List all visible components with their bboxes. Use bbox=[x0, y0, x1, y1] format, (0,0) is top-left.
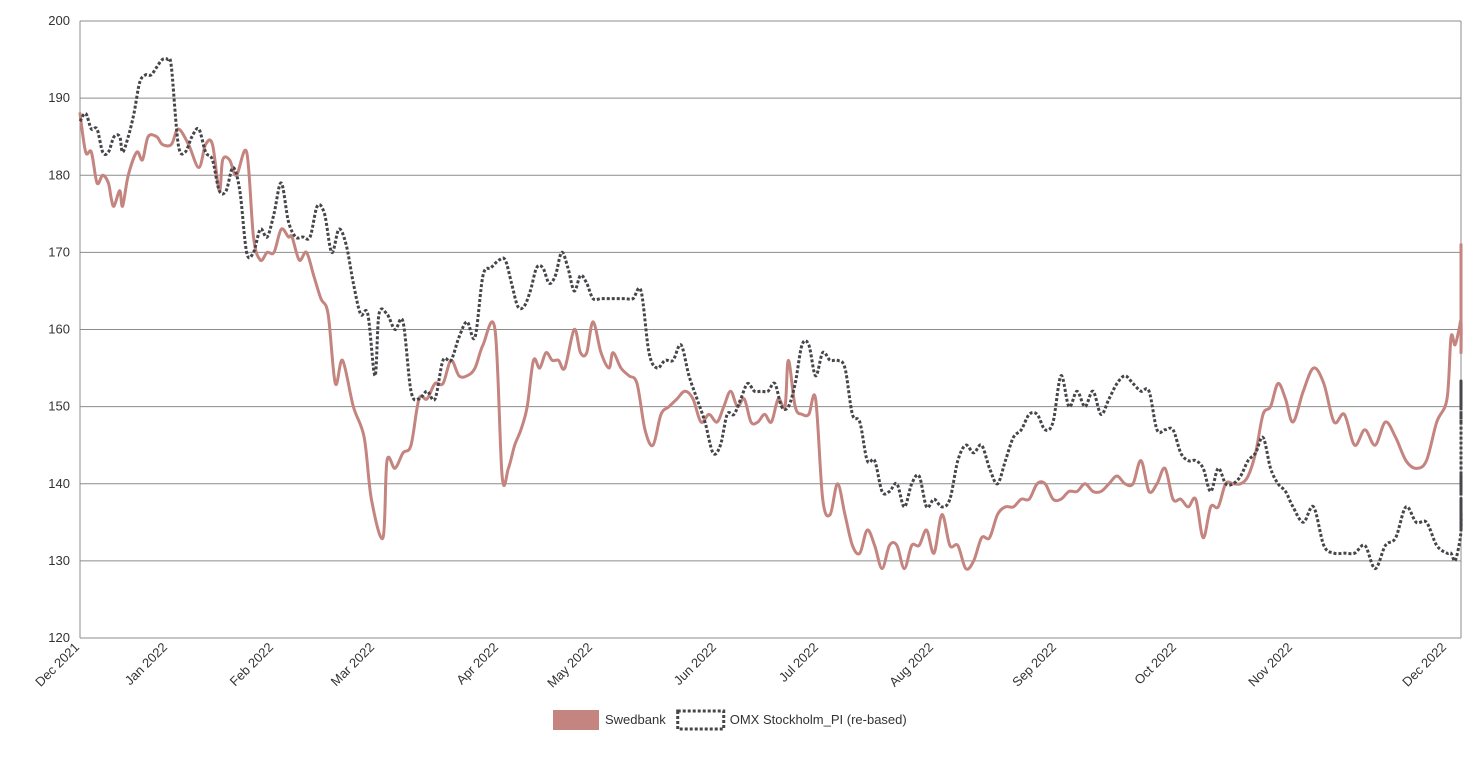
x-tick-label-9: Sep 2022 bbox=[1009, 640, 1059, 690]
gridlines bbox=[80, 20, 1461, 639]
x-axis: Dec 2021 Jan 2022 Feb 2022 Mar 2022 Apr 2022… bbox=[32, 640, 1449, 691]
x-tick-label-4: Apr 2022 bbox=[453, 640, 501, 688]
y-tick-label-130: 130 bbox=[48, 553, 70, 568]
legend-swatch-0 bbox=[553, 710, 599, 730]
x-tick-label-3: Mar 2022 bbox=[328, 640, 377, 689]
y-tick-label-200: 200 bbox=[48, 13, 70, 28]
y-tick-label-160: 160 bbox=[48, 322, 70, 337]
legend: Swedbank OMX Stockholm_PI (re-based) bbox=[553, 709, 907, 731]
series-line-swedbank bbox=[78, 112, 1463, 571]
x-tick-label-1: Jan 2022 bbox=[122, 640, 170, 688]
y-axis: 120 130 140 150 160 170 180 190 200 bbox=[48, 13, 1462, 645]
legend-label-1: OMX Stockholm_PI (re-based) bbox=[730, 712, 907, 727]
y-tick-label-180: 180 bbox=[48, 167, 70, 182]
y-tick-label-190: 190 bbox=[48, 90, 70, 105]
x-tick-label-5: May 2022 bbox=[544, 640, 595, 691]
legend-swatch-1 bbox=[676, 709, 726, 731]
x-tick-label-2: Feb 2022 bbox=[227, 640, 276, 689]
legend-label-0: Swedbank bbox=[605, 712, 666, 727]
series-line-omx-stockholm-pi bbox=[78, 57, 1463, 571]
y-tick-label-150: 150 bbox=[48, 399, 70, 414]
y-tick-label-120: 120 bbox=[48, 630, 70, 645]
x-tick-label-11: Nov 2022 bbox=[1245, 640, 1295, 690]
x-tick-label-0: Dec 2021 bbox=[32, 640, 82, 690]
x-tick-label-8: Aug 2022 bbox=[886, 640, 936, 690]
x-tick-label-12: Dec 2022 bbox=[1399, 640, 1449, 690]
y-tick-label-140: 140 bbox=[48, 476, 70, 491]
series-group bbox=[78, 57, 1463, 571]
x-tick-label-10: Oct 2022 bbox=[1131, 640, 1179, 688]
x-tick-label-6: Jun 2022 bbox=[671, 640, 719, 688]
x-tick-label-7: Jul 2022 bbox=[776, 640, 821, 685]
y-tick-label-170: 170 bbox=[48, 244, 70, 259]
